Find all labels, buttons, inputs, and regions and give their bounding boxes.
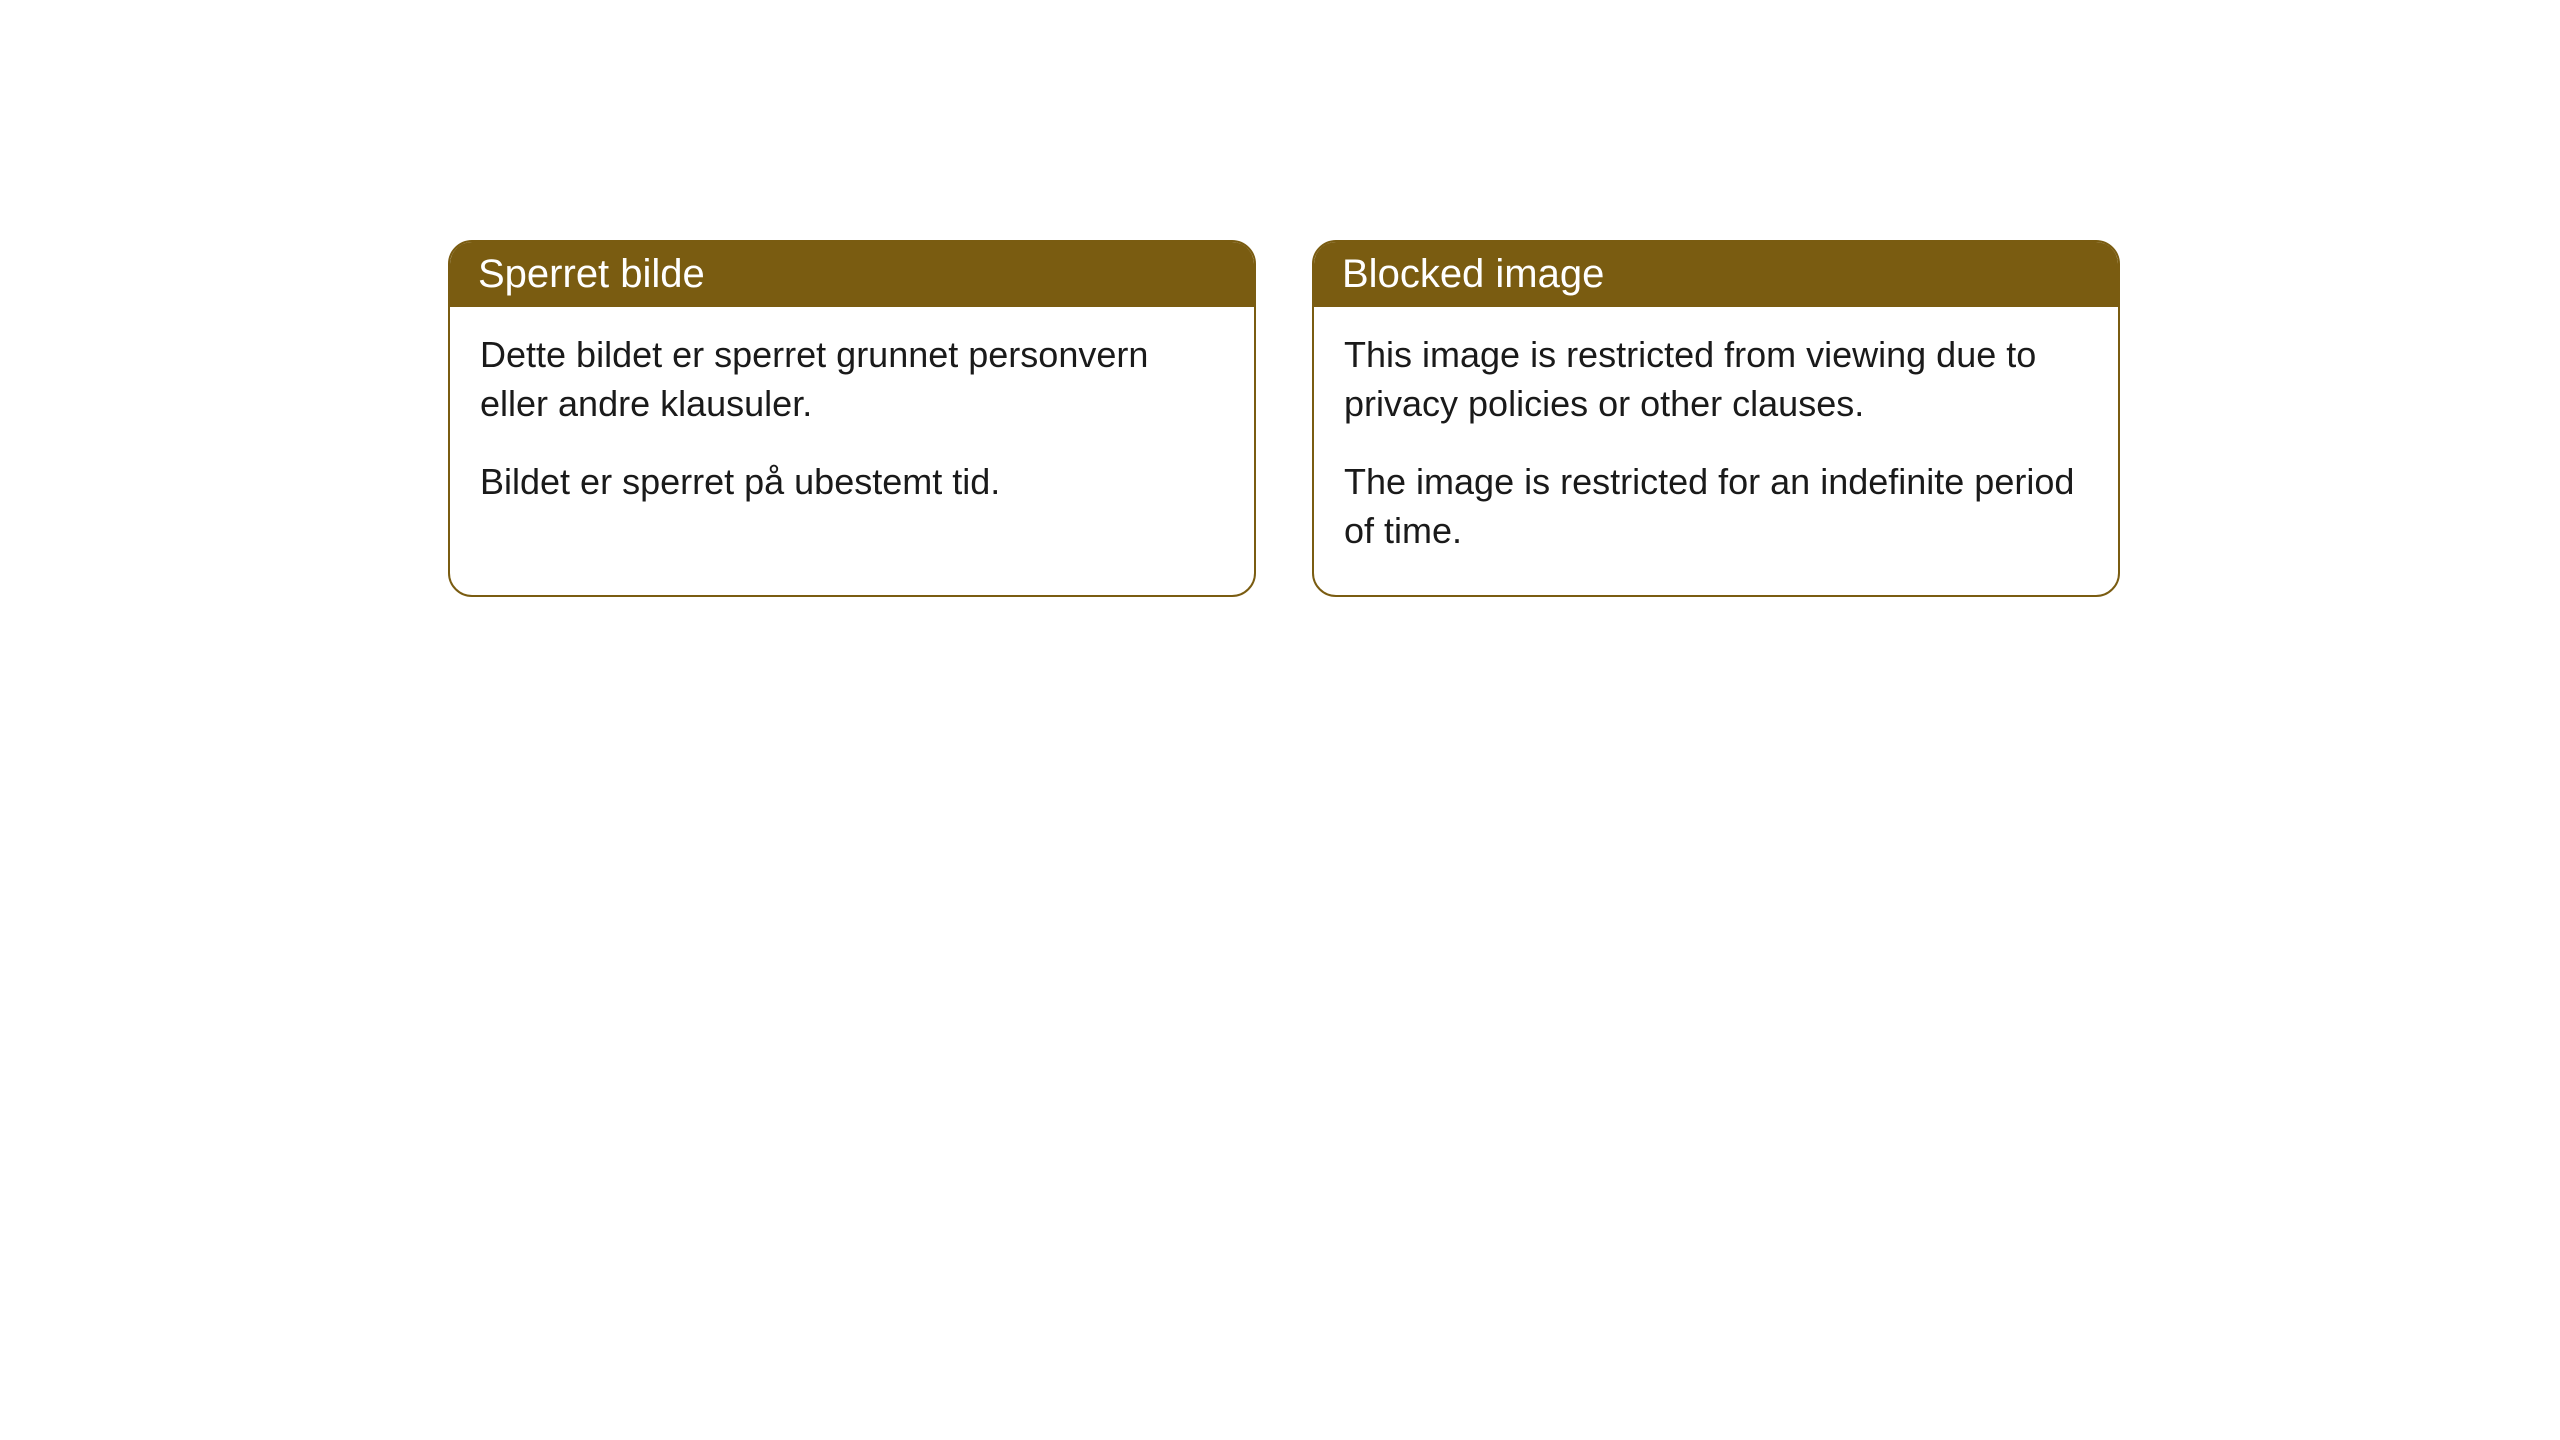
card-title: Blocked image — [1342, 252, 1604, 296]
card-paragraph: This image is restricted from viewing du… — [1344, 331, 2088, 428]
card-header: Blocked image — [1314, 242, 2118, 307]
card-paragraph: Dette bildet er sperret grunnet personve… — [480, 331, 1224, 428]
card-paragraph: Bildet er sperret på ubestemt tid. — [480, 458, 1224, 507]
card-header: Sperret bilde — [450, 242, 1254, 307]
card-paragraph: The image is restricted for an indefinit… — [1344, 458, 2088, 555]
blocked-image-card-english: Blocked image This image is restricted f… — [1312, 240, 2120, 597]
notice-cards-container: Sperret bilde Dette bildet er sperret gr… — [448, 240, 2120, 597]
card-body: Dette bildet er sperret grunnet personve… — [450, 307, 1254, 547]
card-title: Sperret bilde — [478, 252, 705, 296]
card-body: This image is restricted from viewing du… — [1314, 307, 2118, 595]
blocked-image-card-norwegian: Sperret bilde Dette bildet er sperret gr… — [448, 240, 1256, 597]
